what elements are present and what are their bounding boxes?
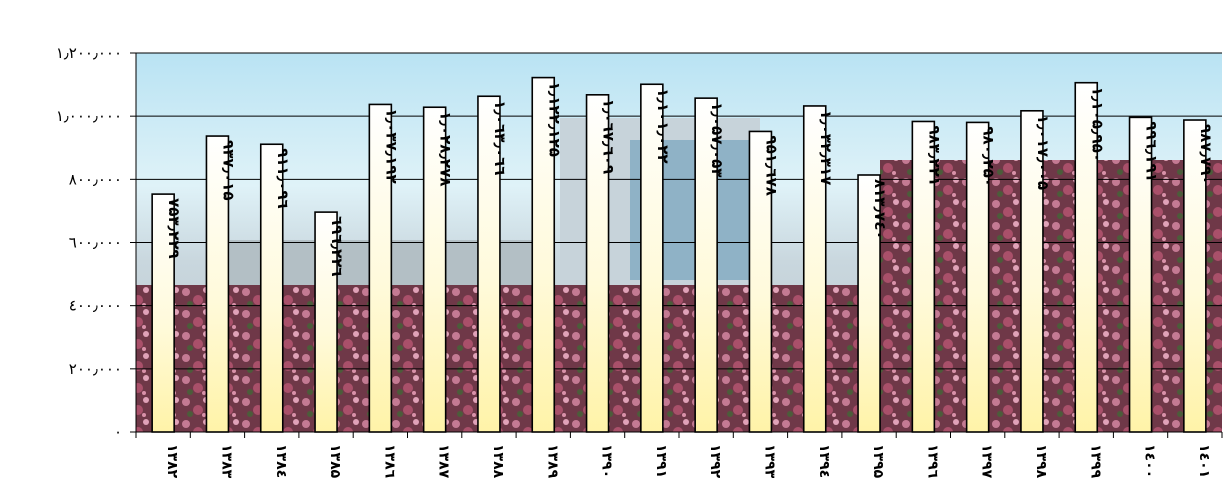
data-label: ۱٫۰۲۸٫۲۷۸	[437, 111, 455, 186]
data-label: ۱٫۰۳۲٫۳۱۷	[817, 110, 835, 185]
bar	[694, 97, 718, 433]
bar	[151, 193, 175, 433]
bar	[422, 106, 447, 433]
x-tick-label: ۱۳۸۸	[490, 444, 506, 479]
x-tick-label: ۱۳۹۳	[761, 444, 777, 479]
data-label: ۱٫۰۱۷٫۰۰۵	[1034, 115, 1052, 190]
x-tick-label: ۱۳۹۲	[707, 444, 723, 479]
x-tick-label: ۱۳۹٤	[816, 444, 832, 478]
x-tick-label: ۱۳۸٦	[381, 444, 397, 479]
data-label: ۱٫۱۰۵٫۹۵۰	[1088, 87, 1106, 162]
data-label: ۹۹٦٫۱۹۱	[1143, 121, 1161, 182]
bar	[368, 103, 393, 433]
x-tick-label: ۱٤۰۱	[1196, 444, 1212, 478]
x-tick-label: ۱۳۸٤	[273, 444, 289, 478]
data-label: ٦۹٦٫۲۲٦	[328, 216, 346, 277]
y-tick-label: ٤۰۰٫۰۰۰	[69, 297, 122, 315]
x-tick-label: ۱۳۹۱	[653, 444, 669, 478]
x-tick-label: ۱۳۸۳	[218, 444, 234, 479]
y-tick-label: ۱٫۰۰۰٫۰۰۰	[56, 107, 122, 125]
data-label: ۱٫۰۳۷٫۱۹۲	[382, 108, 400, 183]
x-tick-label: ۱۳۸۹	[544, 444, 560, 479]
bar	[802, 105, 827, 433]
bar	[857, 174, 881, 433]
bar	[259, 143, 284, 433]
bar	[477, 95, 501, 433]
y-tick-label: ۲۰۰٫۰۰۰	[69, 360, 122, 378]
y-tick-label: ۰	[114, 423, 122, 441]
x-tick-label: ۱۳۹۹	[1087, 444, 1103, 479]
bar	[1183, 119, 1207, 433]
data-label: ۱٫۱۲۲٫۱۲۵	[545, 82, 563, 157]
x-tick-label: ۱۳۹۵	[870, 444, 886, 479]
x-tick-label: ۱۳۸۵	[327, 444, 343, 479]
bar	[748, 130, 773, 433]
data-label: ۷۵۳٫۲۲۹	[165, 198, 183, 259]
data-label: ۹۸۳٫۲۲۱	[925, 125, 943, 186]
bar	[911, 120, 936, 433]
data-label: ۹۵۱٫٦۷۸	[762, 135, 780, 196]
data-label: ۱٫۰٦۳٫۰٦٦	[491, 100, 509, 175]
data-label: ۱٫۰٦۷٫٦۰۹	[600, 99, 618, 174]
data-label: ۹۸۰٫۲۵۰	[980, 126, 998, 187]
y-tick-label: ۱٫۲۰۰٫۰۰۰	[56, 44, 122, 62]
bar	[640, 83, 664, 433]
x-tick-label: ۱٤۰۰	[1142, 444, 1158, 478]
bar	[205, 135, 230, 433]
data-label: ۹۳۷٫۰۱۵	[219, 140, 237, 201]
bar	[965, 121, 990, 433]
x-tick-label: ۱۳۹۰	[599, 444, 615, 478]
x-axis: ۱۳۸۲ ۱۳۸۳ ۱۳۸٤ ۱۳۸۵ ۱۳۸٦ ۱۳۸۷ ۱۳۸۸ ۱۳۸۹ ۱۳۹۰ ۱۳۹۱…	[135, 431, 1223, 479]
bar	[585, 94, 610, 433]
x-tick-label: ۱۳۹٦	[924, 444, 940, 479]
y-tick-label: ۸۰۰٫۰۰۰	[69, 170, 122, 188]
x-tick-label: ۱۳۹۷	[979, 444, 995, 479]
x-tick-label: ۱۳۹۸	[1033, 444, 1049, 479]
data-label: ۱٫۰۵۷٫۰۵۳	[708, 102, 726, 177]
x-tick-label: ۱۳۸۲	[164, 444, 180, 479]
bar	[1074, 81, 1099, 433]
bar	[314, 211, 338, 433]
x-tick-label: ۱۳۸۷	[436, 444, 452, 479]
bars	[151, 76, 1207, 433]
y-tick-label: ٦۰۰٫۰۰۰	[69, 234, 122, 252]
data-labels: ۷۵۳٫۲۲۹ ۹۳۷٫۰۱۵ ۹۱۱٫۰۹٦ ٦۹٦٫۲۲٦ ۱٫۰۳۷٫۱۹۲ ۱٫۰…	[165, 82, 1215, 277]
bar	[1128, 116, 1153, 433]
bar	[1020, 109, 1044, 433]
y-axis: ۰ ۲۰۰٫۰۰۰ ٤۰۰٫۰۰۰ ٦۰۰٫۰۰۰ ۸۰۰٫۰۰۰ ۱٫۰۰۰٫۰۰۰ ۱٫…	[56, 44, 137, 441]
data-label: ۹۸۷٫۷۹۰	[1197, 124, 1215, 185]
data-label: ۱٫۱۰۱٫۰۲۲	[654, 88, 672, 163]
data-label: ۹۱۱٫۰۹٦	[274, 148, 292, 209]
data-label: ۸۱۳٫۷٤۰	[871, 179, 889, 240]
bar	[531, 76, 556, 433]
